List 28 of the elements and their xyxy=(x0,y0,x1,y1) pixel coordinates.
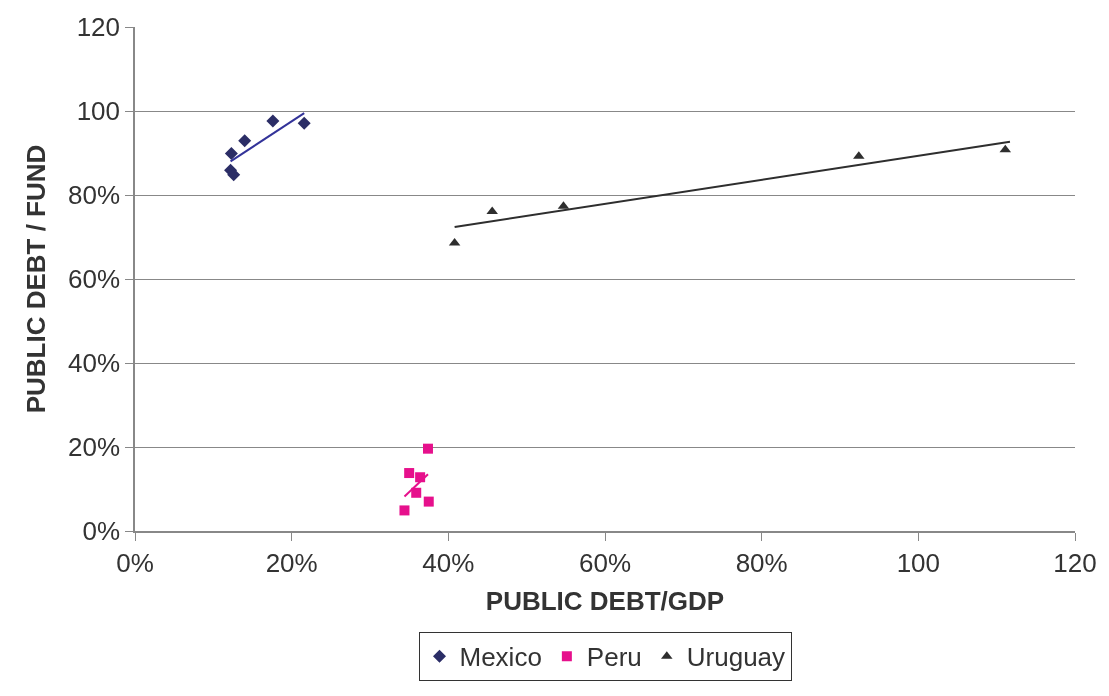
y-tick-label: 120 xyxy=(76,12,121,43)
point xyxy=(266,114,280,128)
x-tick-label: 80% xyxy=(735,547,788,578)
x-tick-label: 120 xyxy=(1053,547,1097,578)
point xyxy=(224,146,238,160)
point xyxy=(423,496,434,507)
legend-label: Peru xyxy=(586,642,642,673)
y-tick-label: 40% xyxy=(68,348,121,379)
point xyxy=(422,443,433,454)
x-tick-label: 0% xyxy=(116,547,154,578)
y-tick-label: 80% xyxy=(68,180,121,211)
point xyxy=(404,468,415,479)
point xyxy=(297,116,311,130)
y-axis-title: PUBLIC DEBT / FUND xyxy=(20,144,51,414)
x-tick-label: 40% xyxy=(422,547,475,578)
legend-label: Uruguay xyxy=(686,642,786,673)
point xyxy=(238,134,252,148)
y-tick-label: 20% xyxy=(68,432,121,463)
point xyxy=(411,487,422,498)
y-tick-label: 0% xyxy=(82,516,121,547)
x-axis-title: PUBLIC DEBT/GDP xyxy=(485,586,725,617)
x-tick-label: 60% xyxy=(578,547,632,578)
x-tick-label: 100 xyxy=(896,547,941,578)
legend-label: Mexico xyxy=(459,642,542,673)
x-tick-label: 20% xyxy=(265,547,318,578)
y-tick-label: 60% xyxy=(68,264,121,295)
point xyxy=(399,505,410,516)
y-tick-label: 100 xyxy=(76,96,121,127)
